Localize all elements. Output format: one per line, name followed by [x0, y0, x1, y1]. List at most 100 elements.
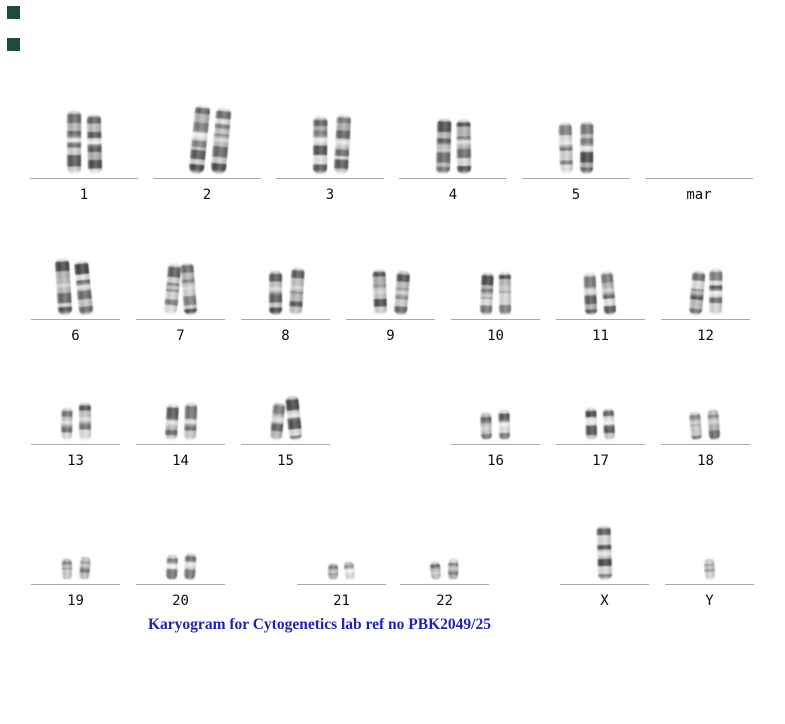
- group-label-19: 19: [67, 593, 84, 609]
- centromere: [55, 280, 72, 287]
- centromere: [578, 145, 594, 151]
- chromosome: [583, 271, 598, 316]
- centromere: [455, 139, 472, 145]
- chromosome: [497, 270, 512, 316]
- group-label-21: 21: [333, 593, 350, 609]
- centromere: [497, 420, 511, 426]
- centromere: [183, 561, 197, 567]
- centromere: [285, 412, 301, 419]
- group-label-3: 3: [325, 187, 335, 203]
- centromere: [394, 289, 410, 296]
- centromere: [164, 284, 181, 292]
- chromosome: [578, 120, 594, 175]
- chromosome: [479, 271, 494, 316]
- chromosome: [435, 117, 452, 175]
- group-label-13: 13: [67, 453, 84, 469]
- centromere: [429, 567, 442, 574]
- centromere: [497, 287, 512, 293]
- centromere: [77, 418, 92, 424]
- chromosome: [584, 406, 598, 441]
- chromosome: [210, 106, 232, 175]
- chromosome: [77, 401, 92, 441]
- group-label-11: 11: [592, 328, 609, 344]
- centromere: [342, 567, 356, 574]
- chromosome: [602, 407, 616, 441]
- centromere: [333, 139, 351, 146]
- centromere: [584, 418, 598, 425]
- centromere: [702, 564, 716, 571]
- centromere: [85, 139, 102, 145]
- group-baseline-X: [560, 584, 649, 585]
- chromosome: [447, 557, 460, 581]
- group-label-18: 18: [697, 453, 714, 469]
- centromere: [270, 416, 285, 423]
- chromosome: [706, 408, 721, 441]
- group-label-8: 8: [281, 328, 290, 344]
- chromosome: [327, 562, 340, 581]
- chromosome: [85, 113, 102, 175]
- chromosome: [393, 269, 411, 316]
- centromere: [601, 288, 616, 295]
- centromere: [65, 136, 82, 142]
- group-label-1: 1: [79, 187, 89, 203]
- group-label-X: X: [600, 593, 609, 609]
- chromosome: [479, 411, 493, 441]
- centromere: [595, 551, 612, 557]
- chromosome: [60, 557, 73, 581]
- group-baseline-6: [31, 319, 120, 320]
- group-baseline-9: [346, 319, 435, 320]
- chromosome: [342, 560, 356, 581]
- group-baseline-20: [136, 584, 225, 585]
- group-label-15: 15: [277, 453, 294, 469]
- chromosome: [73, 259, 94, 316]
- group-baseline-Y: [665, 584, 754, 585]
- group-label-5: 5: [571, 187, 581, 203]
- group-label-6: 6: [71, 328, 80, 344]
- centromere: [602, 419, 616, 426]
- chromosome: [688, 410, 703, 441]
- chromosome: [708, 267, 724, 316]
- chromosome: [163, 262, 182, 316]
- group-baseline-21: [297, 584, 386, 585]
- group-baseline-3: [276, 178, 384, 179]
- centromere: [78, 562, 92, 569]
- chromosome: [78, 555, 92, 581]
- chromosome: [688, 269, 706, 316]
- group-baseline-5: [522, 178, 630, 179]
- centromere: [479, 292, 494, 298]
- centromere: [708, 290, 724, 296]
- chromosome: [180, 261, 198, 316]
- chromosome: [269, 401, 286, 441]
- centromere: [583, 288, 598, 295]
- chromosome: [333, 113, 351, 175]
- chromosome: [429, 560, 442, 581]
- centromere: [75, 282, 92, 290]
- chromosome: [65, 109, 82, 175]
- centromere: [688, 419, 702, 426]
- centromere: [180, 282, 197, 289]
- group-baseline-2: [153, 178, 261, 179]
- group-label-20: 20: [172, 593, 189, 609]
- chromosome: [187, 103, 211, 175]
- group-baseline-15: [241, 444, 330, 445]
- group-label-10: 10: [487, 328, 504, 344]
- centromere: [165, 562, 179, 568]
- group-label-7: 7: [176, 328, 185, 344]
- centromere: [689, 289, 705, 296]
- group-baseline-14: [136, 444, 225, 445]
- group-baseline-10: [451, 319, 540, 320]
- group-baseline-17: [556, 444, 645, 445]
- chromosome: [183, 401, 198, 441]
- chromosome: [284, 394, 302, 441]
- chromosome: [164, 402, 180, 441]
- centromere: [211, 135, 230, 143]
- group-label-12: 12: [697, 328, 714, 344]
- group-baseline-7: [136, 319, 225, 320]
- chromosome: [165, 553, 179, 581]
- group-baseline-mar: [645, 178, 753, 179]
- centromere: [479, 422, 493, 428]
- decor-square-bottom: [7, 38, 20, 51]
- group-label-4: 4: [448, 187, 458, 203]
- group-label-9: 9: [386, 328, 395, 344]
